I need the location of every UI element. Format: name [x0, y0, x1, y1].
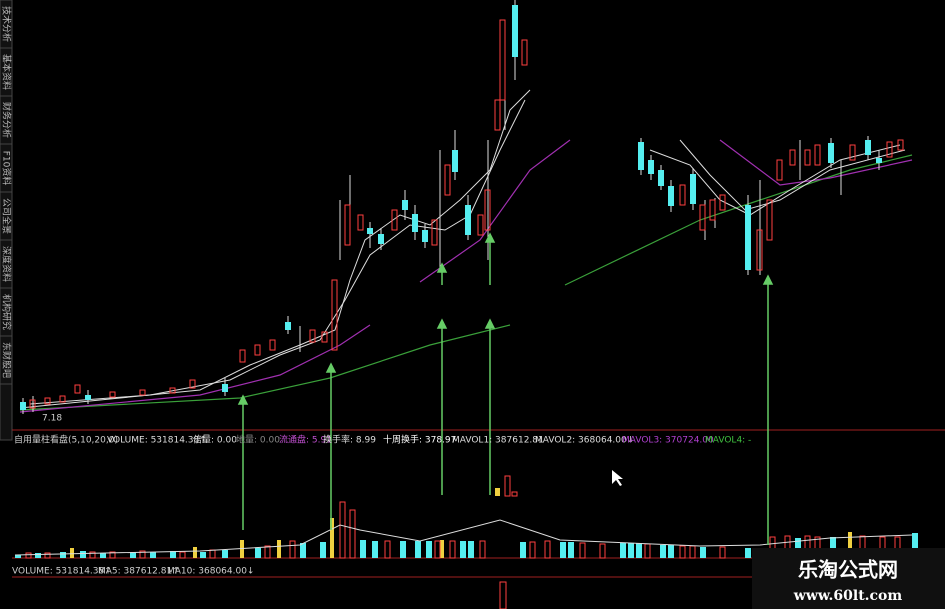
watermark-url: www.60lt.com: [793, 588, 903, 604]
signal-arrows: [237, 232, 774, 545]
watermark-box: [752, 548, 945, 609]
volume-bars: [15, 533, 918, 558]
tab-strip: [0, 0, 13, 441]
indicator-value: 地量: 0.00: [236, 434, 280, 446]
indicator-name: 自用量柱看盘(5,10,20,0): [14, 434, 118, 446]
indicator-value: 换手率: 8.99: [323, 434, 376, 446]
ma-line: [19, 89, 531, 409]
ma-line: [679, 139, 906, 211]
volume-legend-item: MA10: 368064.00↓: [167, 567, 254, 577]
side-tab[interactable]: 东财股吧: [1, 342, 13, 378]
watermark-title: 乐淘公式网: [798, 558, 898, 582]
side-tab[interactable]: 公司全景: [1, 198, 13, 234]
side-tab[interactable]: F10资料: [1, 151, 13, 186]
candle-bodies: [29, 19, 904, 409]
volume-ma: [14, 519, 913, 556]
ma-line: [29, 99, 526, 405]
indicator-value: MAVOL2: 368064.00↓: [535, 436, 634, 446]
indicator-value: MAVOL3: 370724.00: [622, 436, 714, 446]
indicator-value: MAVOL1: 387612.81: [452, 436, 544, 446]
indicator-value: 十周换手: 378.97: [383, 434, 456, 446]
volume-legend-item: VOLUME: 531814.38↑: [12, 567, 112, 577]
side-tab[interactable]: 技术分析: [1, 6, 13, 42]
indicator-value: VOLUME: 531814.38↑: [107, 436, 207, 446]
side-tab[interactable]: 基本资料: [1, 54, 13, 90]
price-label: 7.18: [42, 414, 62, 424]
indicator-value: MAVOL4: -: [705, 436, 751, 446]
side-tab[interactable]: 机构研究: [1, 294, 13, 330]
indicator-value: 倍量: 0.00: [193, 434, 237, 446]
side-tab[interactable]: 深度资料: [1, 246, 13, 282]
ma-line: [419, 139, 571, 283]
volume-legend: VOLUME: 531814.38↑MA5: 387612.81↑MA10: 3…: [12, 567, 254, 577]
volume-legend-item: MA5: 387612.81↑: [98, 567, 180, 577]
side-tab[interactable]: 财务分析: [1, 102, 13, 138]
side-tabs: [0, 0, 13, 441]
indicator-line: 自用量柱看盘(5,10,20,0) VOLUME: 531814.38↑倍量: …: [14, 434, 751, 446]
mouse-cursor: [612, 470, 623, 486]
ma-line: [19, 324, 511, 411]
ma-line: [19, 324, 371, 413]
indicator-value: 流通盘: 5.91: [279, 434, 332, 446]
